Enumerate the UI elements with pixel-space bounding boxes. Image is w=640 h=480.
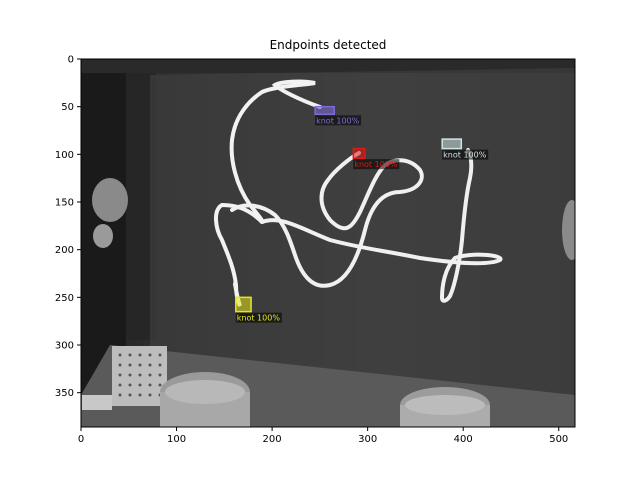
photo-left-robot (92, 178, 128, 248)
x-tick-label: 100 (167, 434, 186, 445)
y-tick-label: 300 (55, 341, 74, 352)
detection: knot 100% (352, 147, 400, 170)
x-tick-label: 200 (263, 434, 282, 445)
y-tick-label: 150 (55, 198, 74, 209)
axes-frame (80, 58, 576, 428)
y-tick-label: 0 (68, 55, 74, 66)
x-tick-label: 0 (78, 434, 84, 445)
photo-gripper-right (400, 387, 490, 427)
rope-tail (260, 148, 503, 303)
photo-backdrop-sheet (150, 68, 575, 395)
y-tick-label: 100 (55, 150, 74, 161)
detection: knot 100% (441, 138, 489, 160)
y-tick-label: 250 (55, 293, 74, 304)
x-axis-ticks: 0 100 200 300 400 500 (78, 427, 568, 445)
y-axis-ticks: 0 50 100 150 200 250 300 350 (55, 55, 81, 399)
photo-floor-item (82, 395, 112, 410)
detection-label: knot 100% (316, 116, 360, 125)
detection-box (441, 138, 463, 150)
photo-gripper-left (160, 372, 250, 427)
detection-label-bg (442, 149, 489, 160)
detection-label: knot 100% (237, 314, 281, 323)
photo-top-band (81, 59, 575, 73)
x-tick-label: 300 (358, 434, 377, 445)
detection-box (352, 147, 366, 159)
detections: knot 100% knot 100% knot 100% knot 100% (235, 105, 489, 323)
detection-label-bg (353, 159, 400, 170)
x-tick-label: 400 (454, 434, 473, 445)
y-tick-label: 50 (61, 102, 74, 113)
x-tick-label: 500 (549, 434, 568, 445)
rope-main (230, 151, 424, 288)
detection: knot 100% (235, 296, 282, 323)
photo-pegboard-holes (118, 353, 162, 397)
detection-box (314, 105, 335, 116)
detection: knot 100% (314, 105, 362, 126)
detection-label: knot 100% (354, 160, 398, 169)
detection-label: knot 100% (443, 151, 487, 160)
y-tick-label: 200 (55, 245, 74, 256)
photo-right-robot (562, 200, 575, 260)
rope (214, 79, 322, 307)
detection-box (235, 296, 252, 313)
y-tick-label: 350 (55, 388, 74, 399)
detection-label-bg (315, 115, 362, 126)
chart-title: Endpoints detected (270, 38, 387, 52)
detection-label-bg (235, 312, 282, 323)
